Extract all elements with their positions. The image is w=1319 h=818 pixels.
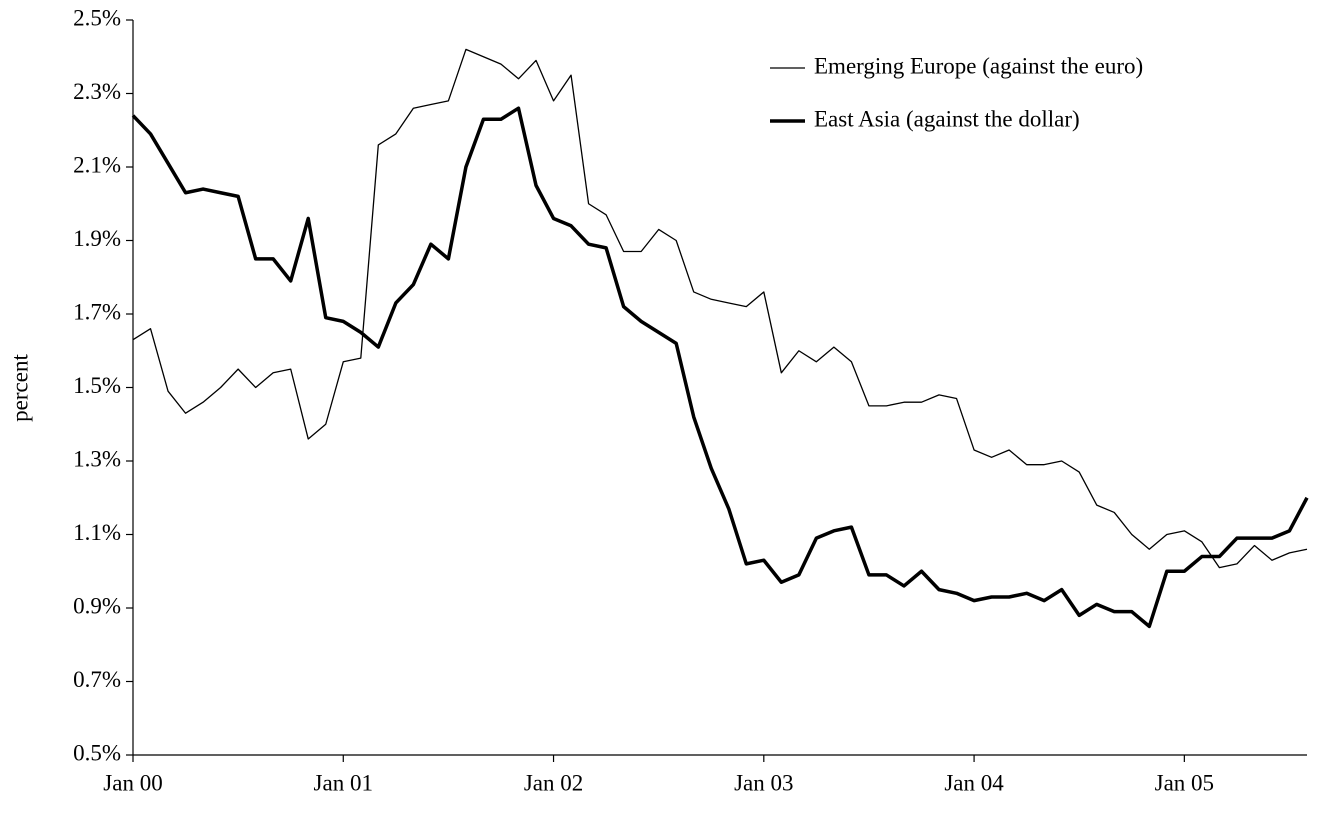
x-tick-label: Jan 03 [734,770,793,795]
y-tick-label: 1.9% [73,226,121,251]
y-tick-label: 1.7% [73,299,121,324]
x-tick-label: Jan 01 [314,770,373,795]
y-tick-label: 1.1% [73,520,121,545]
series-line [132,48,1308,569]
y-tick-label: 2.3% [73,79,121,104]
y-tick-label: 2.1% [73,152,121,177]
y-tick-label: 1.3% [73,446,121,471]
y-tick-label: 0.7% [73,667,121,692]
y-axis-label: percent [7,354,32,422]
y-tick-label: 0.5% [73,740,121,765]
y-tick-label: 1.5% [73,373,121,398]
y-tick-label: 2.5% [73,5,121,30]
legend-label: Emerging Europe (against the euro) [814,53,1143,78]
legend-label: East Asia (against the dollar) [814,106,1080,131]
x-tick-label: Jan 00 [103,770,162,795]
x-tick-label: Jan 04 [944,770,1004,795]
series-line [131,106,1309,629]
y-tick-label: 0.9% [73,593,121,618]
x-tick-label: Jan 05 [1155,770,1214,795]
x-tick-label: Jan 02 [524,770,583,795]
